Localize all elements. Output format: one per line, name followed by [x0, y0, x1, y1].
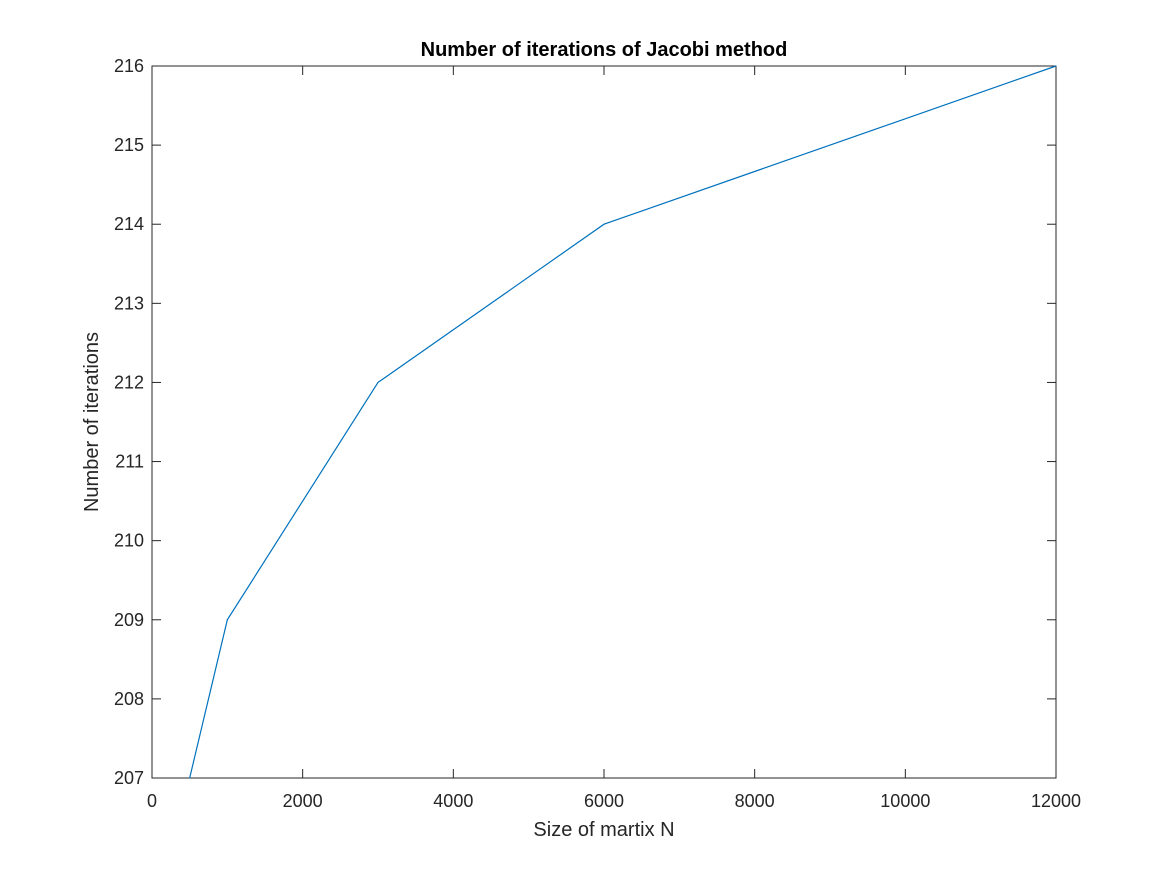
y-tick-label: 215: [114, 135, 144, 155]
x-tick-label: 2000: [283, 791, 323, 811]
y-tick-label: 208: [114, 689, 144, 709]
data-point: [603, 223, 605, 225]
y-tick-label: 207: [114, 768, 144, 788]
y-tick-label: 210: [114, 531, 144, 551]
y-tick-label: 212: [114, 372, 144, 392]
y-tick-label: 216: [114, 56, 144, 76]
y-tick-label: 211: [115, 452, 144, 472]
x-axis-label: Size of martix N: [533, 819, 674, 841]
data-point: [377, 381, 379, 384]
data-point: [189, 777, 191, 779]
tick-labels: 0 2000 4000 6000 8000 10000 12000 207 208 209 210 2…: [114, 56, 1081, 811]
plot-area: [151, 65, 1057, 779]
chart-title: Number of iterations of Jacobi method: [421, 39, 788, 61]
ticks: [151, 65, 1057, 779]
x-tick-label: 12000: [1031, 791, 1081, 811]
x-tick-label: 6000: [584, 791, 624, 811]
x-tick-label: 10000: [880, 791, 930, 811]
series-layer: [189, 65, 1057, 779]
data-point: [1055, 65, 1057, 67]
x-tick-label: 4000: [433, 791, 473, 811]
data-point: [226, 619, 228, 621]
y-tick-label: 213: [114, 293, 144, 313]
x-tick-label: 0: [147, 791, 157, 811]
x-tick-label: 8000: [735, 791, 775, 811]
y-tick-label: 209: [114, 610, 144, 630]
y-axis-label: Number of iterations: [81, 332, 103, 512]
y-tick-label: 214: [114, 214, 144, 234]
